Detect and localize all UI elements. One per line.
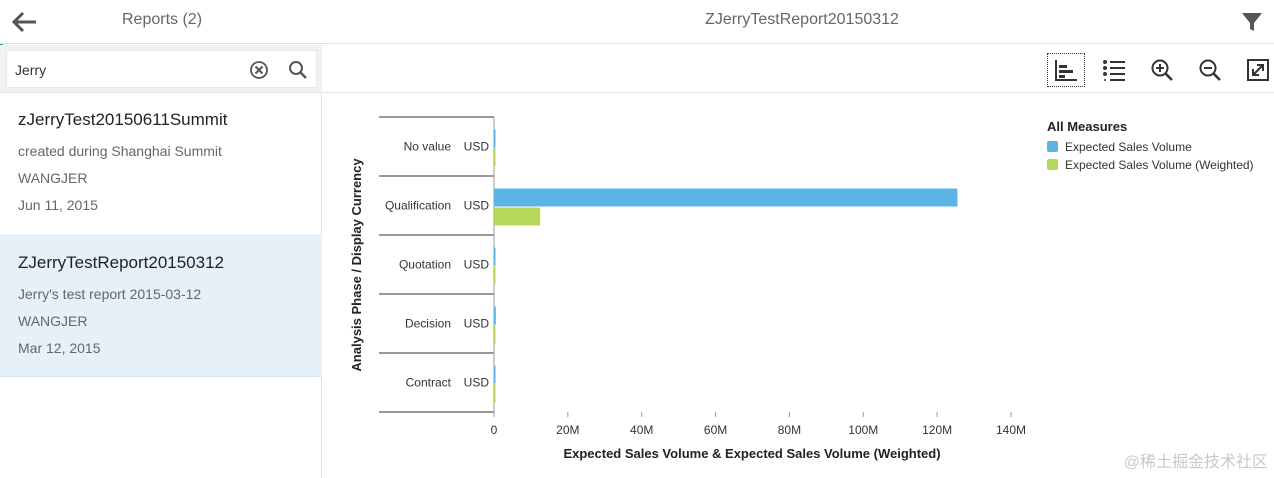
- x-tick-label: 100M: [848, 423, 878, 437]
- search-bar: [0, 45, 322, 93]
- list-view-button[interactable]: [1095, 53, 1133, 87]
- legend: All Measures Expected Sales Volume Expect…: [1047, 119, 1254, 172]
- fullscreen-button[interactable]: [1239, 53, 1274, 87]
- clear-icon: [250, 61, 268, 79]
- report-list-panel: zJerryTest20150611Summit created during …: [0, 45, 322, 478]
- report-description: Jerry's test report 2015-03-12: [18, 286, 202, 302]
- category-currency-label: USD: [464, 140, 490, 154]
- report-list-item-selected[interactable]: ZJerryTestReport20150312 Jerry's test re…: [0, 235, 322, 377]
- back-button[interactable]: [10, 8, 40, 36]
- legend-swatch: [1047, 159, 1058, 170]
- filter-icon: [1242, 13, 1262, 31]
- x-axis: 0 20M 40M 60M 80M 100M 120M 140M: [491, 412, 1026, 437]
- report-date: Mar 12, 2015: [18, 340, 101, 356]
- category-label: Contract: [406, 376, 452, 390]
- category-currency-label: USD: [464, 199, 490, 213]
- legend-entry[interactable]: Expected Sales Volume: [1065, 140, 1192, 154]
- category-label: Qualification: [385, 199, 451, 213]
- bar-expected-sales-volume-weighted[interactable]: [494, 148, 496, 167]
- bar-expected-sales-volume[interactable]: [494, 247, 496, 266]
- bar-chart-view-button[interactable]: [1047, 53, 1085, 87]
- search-input[interactable]: [15, 59, 235, 81]
- x-tick-label: 80M: [778, 423, 801, 437]
- reports-count-title: Reports (2): [122, 11, 203, 28]
- y-axis-title: Analysis Phase / Display Currency: [349, 158, 364, 372]
- x-tick-label: 120M: [922, 423, 952, 437]
- x-tick-label: 140M: [996, 423, 1026, 437]
- x-tick-label: 20M: [556, 423, 579, 437]
- chart-area: Analysis Phase / Display Currency No val…: [323, 93, 1274, 478]
- bar-expected-sales-volume-weighted[interactable]: [494, 325, 496, 344]
- arrow-left-icon: [11, 11, 36, 33]
- zoom-in-icon: [1151, 59, 1173, 81]
- x-tick-label: 60M: [704, 423, 727, 437]
- bar-chart-icon: [1055, 60, 1077, 81]
- top-header: Reports (2) ZJerryTestReport20150312: [0, 0, 1274, 44]
- legend-swatch: [1047, 141, 1058, 152]
- category-currency-label: USD: [464, 376, 490, 390]
- x-axis-title: Expected Sales Volume & Expected Sales V…: [563, 446, 940, 461]
- filter-button[interactable]: [1240, 10, 1264, 34]
- report-list-item[interactable]: zJerryTest20150611Summit created during …: [0, 93, 322, 235]
- fullscreen-icon: [1247, 59, 1269, 81]
- bar-expected-sales-volume[interactable]: [494, 306, 496, 325]
- zoom-in-button[interactable]: [1143, 53, 1181, 87]
- bar-expected-sales-volume[interactable]: [494, 129, 496, 148]
- category-currency-label: USD: [464, 258, 490, 272]
- category-label: No value: [404, 140, 452, 154]
- report-date: Jun 11, 2015: [18, 197, 98, 213]
- category-currency-label: USD: [464, 317, 490, 331]
- category-label: Quotation: [399, 258, 451, 272]
- zoom-out-icon: [1199, 59, 1221, 81]
- zoom-out-button[interactable]: [1191, 53, 1229, 87]
- report-description: created during Shanghai Summit: [18, 143, 222, 159]
- bar-expected-sales-volume-weighted[interactable]: [494, 384, 496, 403]
- report-owner: WANGJER: [18, 170, 88, 186]
- page-title: ZJerryTestReport20150312: [705, 11, 899, 28]
- report-title: ZJerryTestReport20150312: [18, 253, 225, 272]
- search-button[interactable]: [288, 60, 308, 80]
- category-label: Decision: [405, 317, 451, 331]
- watermark: @稀土掘金技术社区: [1123, 454, 1268, 471]
- legend-title: All Measures: [1047, 119, 1127, 134]
- bar-chart: Analysis Phase / Display Currency No val…: [349, 116, 1254, 461]
- report-title: zJerryTest20150611Summit: [18, 110, 228, 129]
- clear-search-button[interactable]: [249, 60, 269, 80]
- legend-entry[interactable]: Expected Sales Volume (Weighted): [1065, 158, 1254, 172]
- chart-toolbar: [323, 45, 1274, 93]
- bar-expected-sales-volume[interactable]: [494, 365, 496, 384]
- bar-expected-sales-volume-weighted[interactable]: [494, 266, 496, 285]
- bar-expected-sales-volume-weighted[interactable]: [494, 207, 541, 226]
- category-axis: No value USD Qualification USD Quotation USD D…: [379, 116, 495, 413]
- x-tick-label: 0: [491, 423, 498, 437]
- search-icon: [289, 61, 307, 79]
- x-tick-label: 40M: [630, 423, 653, 437]
- bars: [494, 129, 958, 403]
- report-owner: WANGJER: [18, 313, 88, 329]
- search-box: [6, 50, 317, 88]
- bar-expected-sales-volume[interactable]: [494, 188, 958, 207]
- list-icon: [1103, 60, 1125, 81]
